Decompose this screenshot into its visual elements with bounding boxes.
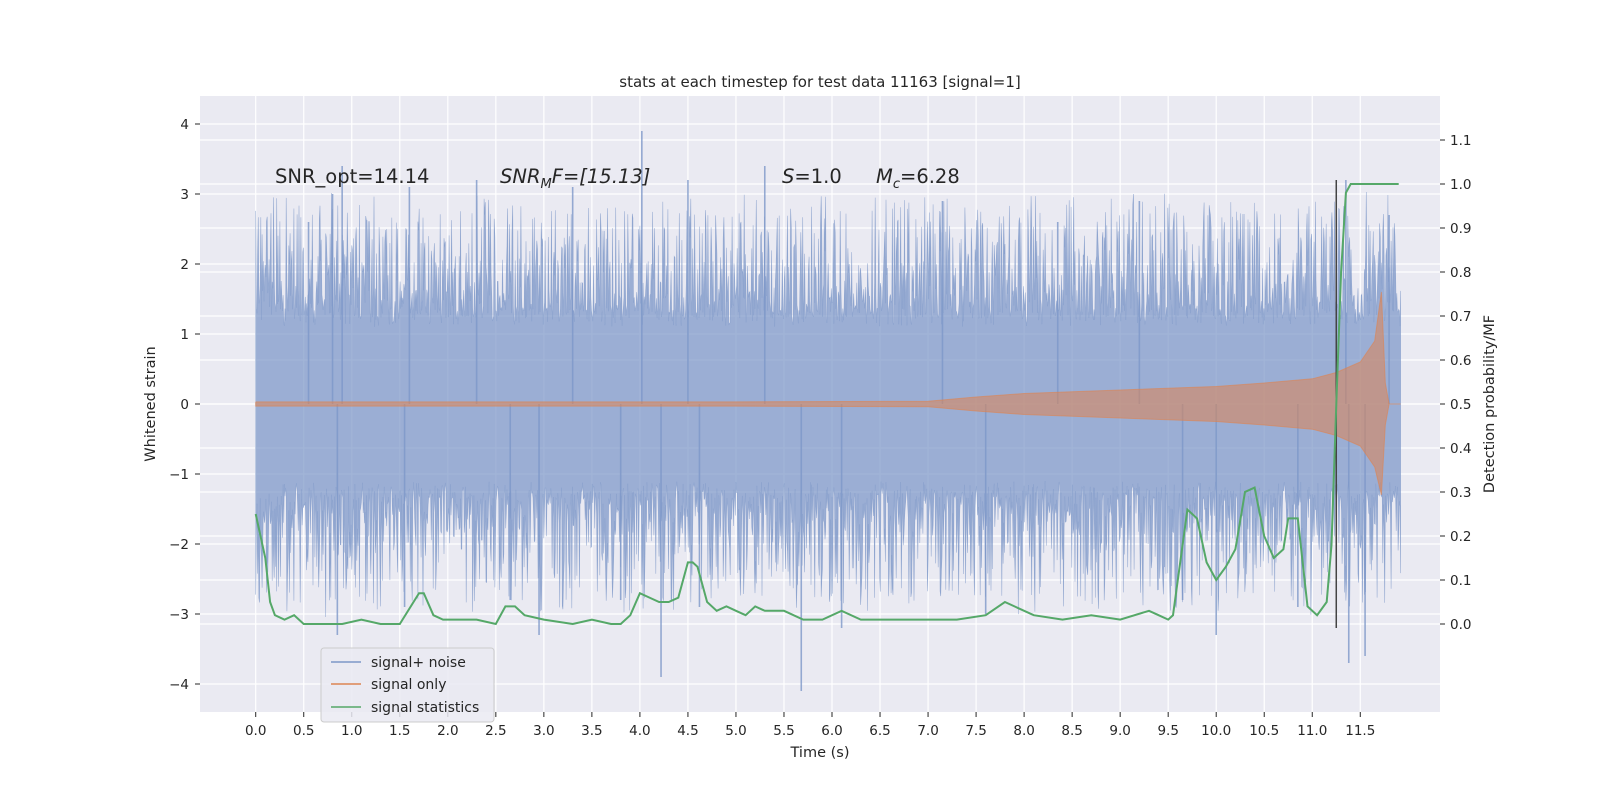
y-right-tick-label: 0.6 bbox=[1450, 353, 1471, 369]
y-tick-label: −4 bbox=[169, 677, 189, 693]
y-right-tick-label: 0.9 bbox=[1450, 221, 1471, 237]
x-tick-label: 7.0 bbox=[917, 723, 938, 739]
annotation-snr-opt: SNR_opt=14.14 bbox=[275, 165, 429, 188]
x-tick-label: 3.0 bbox=[533, 723, 554, 739]
y-tick-label: 2 bbox=[180, 257, 189, 273]
x-tick-label: 11.0 bbox=[1297, 723, 1327, 739]
y-tick-label: −2 bbox=[169, 537, 189, 553]
y-right-tick-label: 0.5 bbox=[1450, 397, 1471, 413]
x-tick-label: 5.0 bbox=[725, 723, 746, 739]
x-tick-label: 4.0 bbox=[629, 723, 650, 739]
annotation-mc: Mc=6.28 bbox=[876, 165, 960, 192]
chirp-envelope bbox=[255, 291, 1401, 496]
y-right-tick-label: 0.4 bbox=[1450, 441, 1471, 457]
x-tick-label: 6.5 bbox=[869, 723, 890, 739]
annotations: SNR_opt=14.14 SNRMF=[15.13] S=1.0 Mc=6.2… bbox=[275, 165, 960, 192]
y-tick-label: 3 bbox=[180, 187, 189, 203]
signal-statistics-series bbox=[254, 183, 1399, 626]
legend-label-signal-statistics: signal statistics bbox=[371, 700, 479, 716]
legend-label-signal-only: signal only bbox=[371, 677, 446, 693]
y-tick-label: 4 bbox=[180, 117, 189, 133]
y-right-tick-label: 1.0 bbox=[1450, 177, 1471, 193]
y-tick-label: 1 bbox=[180, 327, 189, 343]
x-tick-label: 9.0 bbox=[1109, 723, 1130, 739]
x-tick-label: 2.5 bbox=[485, 723, 506, 739]
x-tick-label: 9.5 bbox=[1157, 723, 1178, 739]
y-right-tick-label: 0.3 bbox=[1450, 485, 1471, 501]
x-axis-ticks: 0.0 0.5 1.0 1.5 2.0 2.5 3.0 3.5 4.0 4.5 5.0 5.5 6.0 6… bbox=[245, 712, 1375, 739]
y-right-tick-label: 0.8 bbox=[1450, 265, 1471, 281]
x-tick-label: 10.0 bbox=[1201, 723, 1231, 739]
y-right-tick-label: 1.1 bbox=[1450, 133, 1471, 149]
y-right-tick-label: 0.2 bbox=[1450, 529, 1471, 545]
x-tick-label: 2.0 bbox=[437, 723, 458, 739]
x-tick-label: 8.5 bbox=[1061, 723, 1082, 739]
x-tick-label: 6.0 bbox=[821, 723, 842, 739]
y-tick-label: 0 bbox=[180, 397, 189, 413]
x-tick-label: 3.5 bbox=[581, 723, 602, 739]
x-tick-label: 4.5 bbox=[677, 723, 698, 739]
y-tick-label: −3 bbox=[169, 607, 189, 623]
legend-box bbox=[320, 647, 495, 723]
y-right-axis-ticks: 0.0 0.1 0.2 0.3 0.4 0.5 0.6 0.7 0.8 0.9 1.0 1.1 bbox=[1440, 133, 1471, 633]
y-right-tick-label: 0.7 bbox=[1450, 309, 1471, 325]
x-tick-label: 10.5 bbox=[1249, 723, 1279, 739]
x-tick-label: 7.5 bbox=[965, 723, 986, 739]
y-axis-label: Whitened strain bbox=[143, 346, 159, 461]
y-axis-ticks: −4 −3 −2 −1 0 1 2 3 4 bbox=[169, 117, 200, 693]
x-tick-label: 8.0 bbox=[1013, 723, 1034, 739]
x-axis-label: Time (s) bbox=[790, 745, 850, 761]
y-right-tick-label: 0.0 bbox=[1450, 617, 1471, 633]
x-tick-label: 1.5 bbox=[389, 723, 410, 739]
y-right-axis-label: Detection probability/MF bbox=[1482, 315, 1498, 493]
x-tick-label: 0.0 bbox=[245, 723, 266, 739]
y-right-tick-label: 0.1 bbox=[1450, 573, 1471, 589]
x-tick-label: 1.0 bbox=[341, 723, 362, 739]
annotation-s: S=1.0 bbox=[782, 165, 842, 188]
annotation-snr-mf: SNRMF=[15.13] bbox=[500, 165, 650, 192]
legend-label-signal-noise: signal+ noise bbox=[371, 655, 466, 671]
x-tick-label: 0.5 bbox=[293, 723, 314, 739]
signal-only-series bbox=[255, 291, 1401, 496]
y-tick-label: −1 bbox=[169, 467, 189, 483]
x-tick-label: 5.5 bbox=[773, 723, 794, 739]
x-tick-label: 11.5 bbox=[1345, 723, 1375, 739]
statistics-line bbox=[254, 183, 1399, 626]
legend: signal+ noise signal only signal statist… bbox=[320, 647, 495, 723]
chart-title: stats at each timestep for test data 111… bbox=[619, 73, 1020, 91]
